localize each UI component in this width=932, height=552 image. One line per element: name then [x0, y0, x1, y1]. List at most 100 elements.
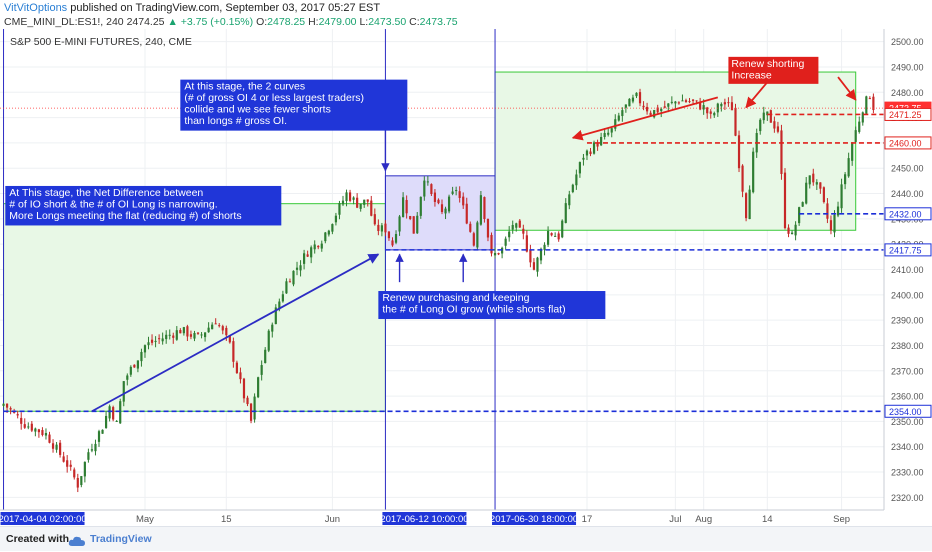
high-value: 2479.00: [318, 16, 357, 28]
candle-body: [426, 181, 429, 183]
candle-body: [539, 248, 543, 261]
candle-body: [200, 334, 203, 336]
red-trend-arrow: [571, 96, 719, 141]
date-marker-label: 2017-04-04 02:00:00: [0, 514, 87, 525]
candle-body: [225, 327, 228, 336]
candle-body: [13, 411, 16, 413]
candle-body: [380, 225, 383, 232]
candle-body: [203, 332, 207, 338]
date-marker-label: 2017-06-12 10:00:00: [380, 514, 468, 525]
price-label: 2460.00: [889, 138, 922, 148]
candle-body: [193, 332, 196, 339]
candle-body: [246, 397, 249, 405]
y-tick-label: 2480.00: [891, 88, 924, 98]
candle-body: [607, 132, 610, 135]
price-chart[interactable]: At this stage, the 2 curves(# of gross O…: [0, 29, 932, 525]
candle-body: [511, 224, 514, 230]
callout-red-line: Increase: [731, 69, 771, 81]
candle-body: [112, 407, 115, 420]
candle-body: [861, 112, 864, 123]
candle-body: [515, 223, 518, 228]
candle-body: [794, 224, 797, 236]
candle-body: [73, 469, 76, 478]
candle-body: [589, 151, 592, 155]
red-arrow-3: [837, 76, 857, 101]
candle-body: [143, 345, 147, 353]
candle-body: [440, 204, 444, 213]
price-label-box: [884, 207, 932, 221]
candle-body: [578, 162, 582, 174]
x-tick-label: 17: [582, 514, 593, 525]
candle-body: [596, 143, 599, 147]
candle-body: [462, 196, 465, 206]
candle-body: [83, 461, 86, 477]
candle-body: [133, 364, 136, 368]
callout-bottom-box: [378, 291, 606, 320]
candle-body: [773, 121, 776, 129]
candle-body: [868, 98, 871, 100]
candle-body: [59, 442, 62, 455]
candle-body: [603, 132, 606, 137]
candle-body: [352, 197, 355, 200]
candle-body: [695, 100, 698, 102]
candle-body: [175, 330, 178, 340]
candle-body: [172, 335, 175, 338]
candle-body: [748, 189, 751, 220]
candle-body: [412, 216, 415, 234]
candle-body: [373, 214, 376, 225]
y-tick-label: 2490.00: [891, 62, 924, 72]
callout-left: At This stage, the Net Difference betwee…: [5, 185, 282, 226]
y-tick-label: 2320.00: [891, 493, 924, 503]
price-axis[interactable]: 2320.00 2330.00 2340.00 2350.00 2360.00 2370.…: [884, 37, 932, 503]
candle-body: [479, 195, 482, 225]
candle-body: [391, 240, 394, 246]
candle-body: [508, 231, 511, 238]
candle-body: [840, 184, 843, 209]
candle-body: [610, 128, 613, 133]
x-tick-label: May: [136, 514, 154, 525]
callout-red-box: [728, 56, 819, 84]
candle-body: [571, 184, 574, 193]
candle-body: [734, 107, 737, 136]
candle-body: [638, 92, 642, 104]
y-tick-label: 2380.00: [891, 341, 924, 351]
price-label: 2471.25: [889, 110, 922, 120]
candle-body: [592, 142, 596, 154]
time-axis[interactable]: May 15 Jun 17 Jul Aug 14 Sep 2017-04-04 02:00:00…: [0, 512, 850, 525]
candle-body: [9, 408, 12, 410]
candle-body: [465, 203, 468, 224]
candle-body: [366, 199, 369, 202]
candle-body: [140, 351, 143, 362]
candle-body: [564, 203, 567, 223]
candle-body: [260, 365, 263, 375]
callout-top-box: [180, 79, 408, 131]
candle-body: [310, 247, 313, 258]
x-tick-label: 14: [762, 514, 773, 525]
candle-body: [543, 244, 546, 250]
high-label: H:: [308, 16, 319, 28]
y-tick-label: 2340.00: [891, 442, 924, 452]
candle-body: [104, 415, 108, 428]
candle-body: [235, 362, 239, 374]
candle-body: [635, 92, 638, 97]
callout-top-line: At this stage, the 2 curves: [184, 81, 305, 93]
candle-body: [699, 102, 702, 110]
red-arrow-2: [745, 81, 769, 109]
candle-body: [645, 106, 649, 112]
candle-body: [702, 105, 705, 110]
candle-body: [752, 151, 755, 193]
callout-left-box: [5, 185, 282, 226]
candle-body: [264, 349, 267, 364]
green-zone-2: [494, 71, 857, 231]
candle-body: [628, 98, 631, 107]
author-link[interactable]: VitVitOptions: [4, 2, 68, 14]
candle-body: [663, 106, 666, 108]
candle-body: [292, 270, 295, 285]
annotations: At this stage, the 2 curves(# of gross O…: [5, 56, 819, 320]
candle-body: [808, 175, 811, 185]
symbol-header: CME_MINI_DL:ES1!, 240 2474.25 ▲ +3.75 (+…: [4, 16, 458, 29]
tradingview-brand[interactable]: TradingView: [90, 533, 152, 545]
y-tick-label: 2500.00: [891, 37, 924, 47]
x-tick-label: Aug: [695, 514, 712, 525]
candle-body: [532, 262, 536, 270]
